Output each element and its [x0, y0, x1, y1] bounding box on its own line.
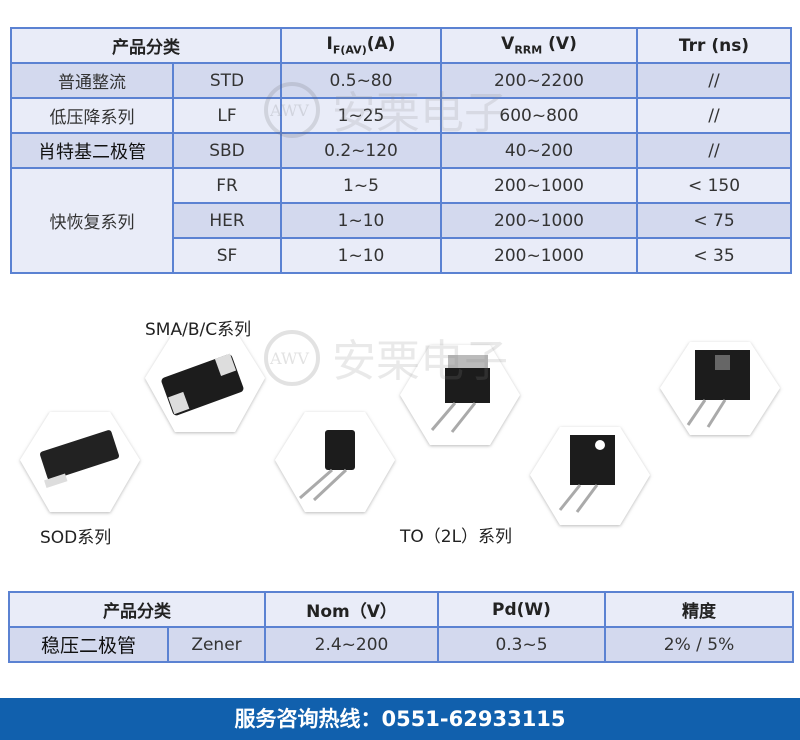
header-trr: Trr (ns) — [636, 27, 792, 64]
table-header: 产品分类 Nom（V） Pd(W) 精度 — [8, 591, 794, 628]
cell-trr: // — [636, 62, 792, 99]
sma-label: SMA/B/C系列 — [145, 320, 252, 340]
cell-trr: < 150 — [636, 167, 792, 204]
cell-precision: 2% / 5% — [604, 626, 794, 663]
header-category: 产品分类 — [10, 27, 282, 64]
table-row: 低压降系列 LF 1~25 600~800// — [10, 97, 792, 134]
cell-if: 1~10 — [280, 237, 442, 274]
sma-package-image — [145, 330, 265, 432]
cell-vrrm: 200~2200 — [440, 62, 638, 99]
cell-nom: 2.4~200 — [264, 626, 439, 663]
table-row: 稳压二极管 Zener 2.4~200 0.3~5 2% / 5% — [8, 626, 794, 663]
cell-trr: // — [636, 97, 792, 134]
cell-if: 0.5~80 — [280, 62, 442, 99]
to220f-package-image — [530, 427, 650, 525]
sod-package-image — [20, 412, 140, 512]
cell-if: 1~10 — [280, 202, 442, 239]
to247-package-image — [660, 342, 780, 435]
cell-code: HER — [172, 202, 282, 239]
cell-name: 普通整流 — [10, 62, 174, 99]
cell-if: 1~5 — [280, 167, 442, 204]
cell-vrrm: 200~1000 — [440, 237, 638, 274]
cell-if: 0.2~120 — [280, 132, 442, 169]
table-row: 快恢复系列 FR 1~5 200~1000 < 150 — [10, 167, 792, 274]
product-images — [20, 330, 780, 525]
cell-if: 1~25 — [280, 97, 442, 134]
cell-code: SBD — [172, 132, 282, 169]
cell-code: FR — [172, 167, 282, 204]
table-row: 普通整流 STD 0.5~80 200~2200// — [10, 62, 792, 99]
cell-vrrm: 200~1000 — [440, 202, 638, 239]
cell-vrrm: 600~800 — [440, 97, 638, 134]
cell-name: 稳压二极管 — [8, 626, 169, 663]
cell-code: SF — [172, 237, 282, 274]
to220-package-image — [400, 345, 520, 445]
table-row: HER 1~10 200~1000 < 75 — [11, 202, 792, 239]
cell-vrrm: 200~1000 — [440, 167, 638, 204]
cell-name: 低压降系列 — [10, 97, 174, 134]
cell-code: Zener — [167, 626, 266, 663]
to-label: TO（2L）系列 — [400, 527, 513, 547]
zener-table: 产品分类 Nom（V） Pd(W) 精度 稳压二极管 Zener 2.4~200 0.… — [8, 591, 794, 663]
header-category: 产品分类 — [8, 591, 266, 628]
cell-trr: < 35 — [636, 237, 792, 274]
header-if: IF(AV)(A) — [280, 27, 442, 64]
header-nom: Nom（V） — [264, 591, 439, 628]
rectifier-table: 产品分类 IF(AV)(A) VRRM (V) Trr (ns) 普通整流 STD… — [10, 27, 792, 274]
table-header: 产品分类 IF(AV)(A) VRRM (V) Trr (ns) — [10, 27, 792, 64]
cell-vrrm: 40~200 — [440, 132, 638, 169]
to92-package-image — [275, 412, 395, 512]
cell-code: LF — [172, 97, 282, 134]
sod-label: SOD系列 — [40, 528, 112, 548]
cell-trr: // — [636, 132, 792, 169]
cell-name: 肖特基二极管 — [10, 132, 174, 169]
header-pd: Pd(W) — [437, 591, 606, 628]
hotline-footer: 服务咨询热线：0551-62933115 — [0, 698, 800, 740]
header-precision: 精度 — [604, 591, 794, 628]
table-row: 肖特基二极管 SBD 0.2~120 40~200// — [10, 132, 792, 169]
cell-code: STD — [172, 62, 282, 99]
cell-name: 快恢复系列 — [10, 167, 174, 274]
cell-pd: 0.3~5 — [437, 626, 606, 663]
cell-trr: < 75 — [636, 202, 792, 239]
header-vrrm: VRRM (V) — [440, 27, 638, 64]
